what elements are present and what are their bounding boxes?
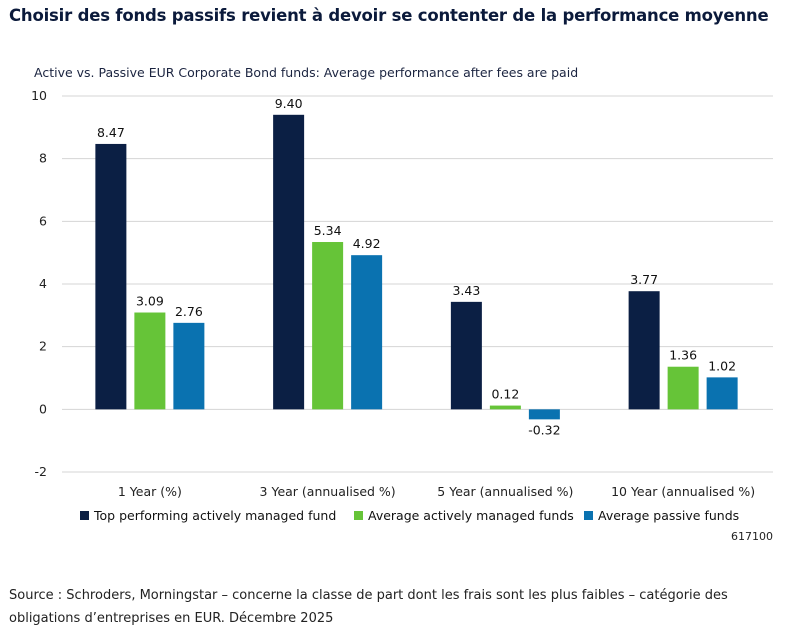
y-tick-label: 6 <box>39 213 47 228</box>
bar <box>628 291 660 410</box>
x-tick-label: 10 Year (annualised %) <box>611 484 755 499</box>
bar <box>312 242 344 410</box>
data-label: 9.40 <box>275 96 303 111</box>
data-label: 8.47 <box>97 125 125 140</box>
x-tick-label: 3 Year (annualised %) <box>260 484 396 499</box>
chart-code: 617100 <box>731 530 773 543</box>
y-tick-label: 2 <box>39 339 47 354</box>
bar-chart: -2 0 2 4 6 8 10 8.47 3.09 2.76 1 Year (%) 9.40 5.34 4… <box>31 88 773 523</box>
bar <box>95 143 127 410</box>
data-label: 1.02 <box>708 358 736 373</box>
legend-swatch <box>80 511 89 520</box>
source-note: Source : Schroders, Morningstar – concer… <box>9 588 728 626</box>
x-tick-label: 1 Year (%) <box>118 484 182 499</box>
data-label: 3.77 <box>630 272 658 287</box>
legend-label: Average actively managed funds <box>368 508 574 523</box>
data-label: 0.12 <box>491 387 519 402</box>
data-label: 2.76 <box>175 304 203 319</box>
data-label: 1.36 <box>669 348 697 363</box>
bar <box>273 114 305 410</box>
y-tick-label: 4 <box>39 276 47 291</box>
y-tick-label: 0 <box>39 401 47 416</box>
bar <box>173 322 205 410</box>
data-label: 5.34 <box>314 223 342 238</box>
data-label: 3.09 <box>136 294 164 309</box>
data-label: -0.32 <box>528 422 560 437</box>
bar <box>706 377 738 410</box>
chart-headline: Choisir des fonds passifs revient à devo… <box>9 6 769 25</box>
bar <box>489 405 521 410</box>
legend-label: Top performing actively managed fund <box>93 508 336 523</box>
y-tick-label: 8 <box>39 151 47 166</box>
bar <box>134 312 166 410</box>
x-tick-label: 5 Year (annualised %) <box>437 484 573 499</box>
bar <box>450 301 482 410</box>
data-label: 3.43 <box>452 283 480 298</box>
bar <box>528 409 560 420</box>
bar <box>351 255 383 410</box>
legend-swatch <box>354 511 363 520</box>
legend-label: Average passive funds <box>598 508 739 523</box>
data-label: 4.92 <box>353 236 381 251</box>
y-tick-label: 10 <box>31 88 47 103</box>
bar <box>667 366 699 410</box>
chart-title: Active vs. Passive EUR Corporate Bond fu… <box>34 65 579 80</box>
y-tick-label: -2 <box>35 464 47 479</box>
legend-swatch <box>584 511 593 520</box>
